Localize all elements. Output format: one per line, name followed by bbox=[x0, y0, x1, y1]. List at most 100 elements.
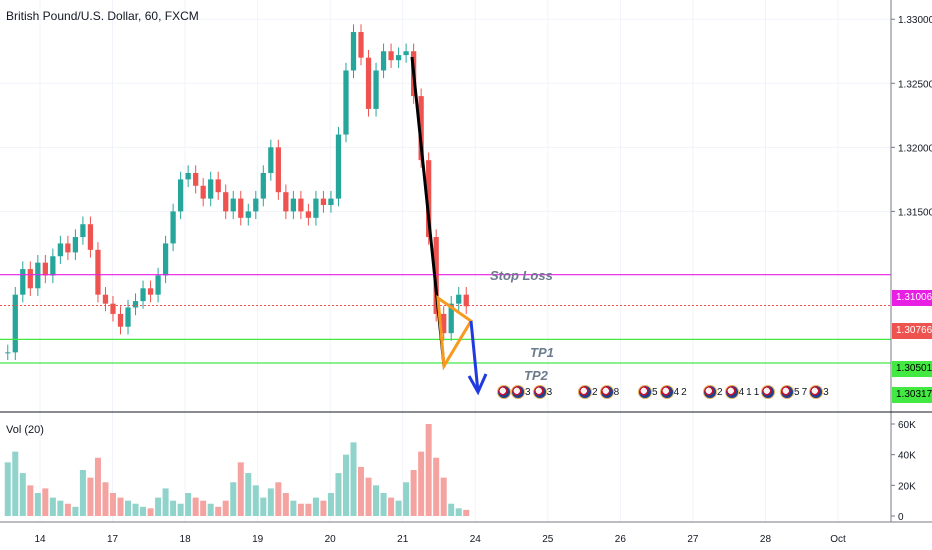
candle bbox=[403, 43, 409, 63]
us-flag-icon bbox=[809, 385, 824, 399]
volume-bar bbox=[252, 485, 259, 516]
candle bbox=[27, 261, 33, 296]
candle bbox=[155, 267, 161, 303]
us-flag-icon bbox=[511, 385, 525, 399]
volume-bar bbox=[297, 503, 304, 516]
volume-bar bbox=[79, 470, 86, 516]
uk-flag-icon bbox=[638, 385, 652, 399]
candle bbox=[12, 287, 18, 361]
candle bbox=[102, 287, 109, 312]
candle-body bbox=[253, 198, 259, 212]
candle bbox=[245, 203, 251, 226]
volume-bar bbox=[125, 500, 132, 516]
time-tick-label: 21 bbox=[397, 534, 409, 545]
candle bbox=[5, 344, 11, 361]
candle bbox=[193, 165, 199, 194]
price-tag-current: 1.30766 bbox=[892, 323, 932, 339]
chart-title: British Pound/U.S. Dollar, 60, FXCM bbox=[6, 9, 199, 23]
candle-body bbox=[208, 179, 214, 199]
price-tick-label: 1.32000 bbox=[898, 143, 932, 154]
candle-body bbox=[65, 243, 71, 253]
volume-bar bbox=[327, 493, 334, 516]
candle-body bbox=[193, 172, 199, 186]
candle bbox=[223, 184, 229, 220]
event-count: 7 bbox=[801, 386, 808, 398]
volume-bar bbox=[358, 466, 365, 516]
volume-bar bbox=[342, 454, 349, 516]
candle-body bbox=[320, 198, 327, 205]
candle bbox=[320, 190, 327, 213]
candle-body bbox=[140, 288, 146, 302]
candle-body bbox=[373, 70, 379, 109]
candle bbox=[117, 306, 124, 335]
volume-bar bbox=[215, 506, 222, 516]
candle bbox=[95, 242, 101, 303]
volume-bar bbox=[290, 500, 297, 516]
volume-bar bbox=[230, 482, 237, 516]
volume-bar bbox=[27, 485, 34, 516]
candle bbox=[35, 254, 41, 296]
candle bbox=[147, 280, 154, 303]
candle-body bbox=[260, 172, 266, 199]
event-count: 1 bbox=[753, 386, 760, 398]
candle bbox=[20, 261, 26, 303]
event-count: 5 bbox=[794, 386, 800, 398]
volume-bar bbox=[140, 506, 147, 516]
candle bbox=[448, 295, 454, 341]
time-tick-label: 25 bbox=[542, 534, 554, 545]
candle-body bbox=[27, 269, 33, 289]
volume-bar bbox=[455, 508, 462, 516]
volume-tick-label: 0 bbox=[898, 512, 904, 523]
candle bbox=[215, 171, 221, 200]
triangle-pattern bbox=[436, 294, 474, 371]
volume-bar bbox=[395, 500, 402, 516]
time-tick-label: 14 bbox=[34, 534, 46, 545]
us-flag-icon bbox=[659, 385, 674, 399]
candle bbox=[343, 62, 349, 143]
candle bbox=[162, 235, 169, 284]
candle-body bbox=[200, 185, 206, 199]
time-tick-label: 28 bbox=[760, 534, 772, 545]
candle bbox=[185, 165, 191, 188]
volume-bar bbox=[117, 497, 124, 516]
candle-body bbox=[283, 192, 289, 212]
candle bbox=[42, 254, 48, 284]
volume-bar bbox=[64, 503, 71, 516]
candle-body bbox=[290, 198, 297, 212]
uk-flag-icon bbox=[578, 385, 592, 399]
candle-body bbox=[110, 303, 116, 314]
candle-body bbox=[223, 192, 229, 212]
candle-body bbox=[448, 303, 454, 334]
time-tick-label: 20 bbox=[325, 534, 337, 545]
tp1-label: TP1 bbox=[530, 345, 554, 360]
volume-bar bbox=[365, 477, 372, 516]
candle bbox=[395, 47, 402, 68]
candle-body bbox=[87, 224, 94, 250]
candle bbox=[365, 49, 372, 117]
candle-body bbox=[456, 294, 462, 304]
volume-bar bbox=[192, 497, 199, 516]
candle bbox=[268, 139, 274, 181]
event-count: 4 bbox=[673, 386, 680, 398]
candle bbox=[65, 235, 71, 261]
uk-flag-icon bbox=[780, 385, 794, 399]
candle bbox=[328, 190, 334, 213]
volume-bar bbox=[320, 500, 327, 516]
price-tick-label: 1.32500 bbox=[898, 79, 932, 90]
candle-body bbox=[117, 313, 124, 327]
candle-body bbox=[132, 301, 139, 308]
candle bbox=[380, 43, 387, 79]
uk-flag-icon bbox=[703, 385, 717, 399]
candle bbox=[208, 171, 214, 207]
candle bbox=[456, 287, 462, 312]
candle-body bbox=[358, 32, 364, 58]
candle-body bbox=[185, 172, 191, 180]
event-count: 3 bbox=[823, 386, 829, 398]
candle-body bbox=[20, 269, 26, 295]
